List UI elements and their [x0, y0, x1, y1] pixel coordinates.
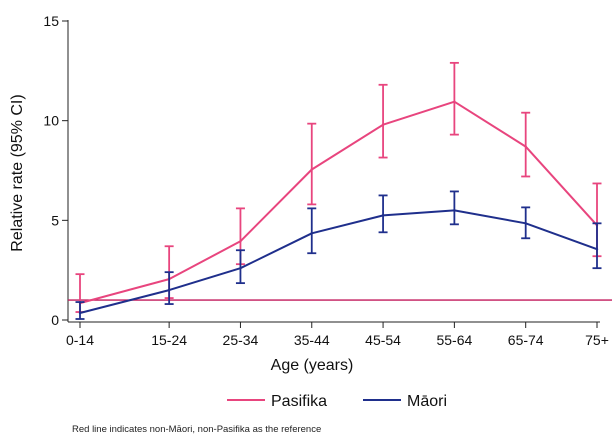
data-point — [310, 168, 313, 171]
data-point — [524, 222, 527, 225]
legend: Pasifika Māori — [227, 393, 447, 410]
legend-label-pasifika: Pasifika — [271, 393, 327, 410]
data-point — [167, 288, 171, 292]
y-tick-label: 15 — [43, 13, 59, 29]
data-point — [78, 311, 82, 315]
legend-label-mori: Māori — [407, 393, 447, 410]
x-tick-label: 45-54 — [365, 332, 401, 348]
data-point — [453, 100, 456, 103]
data-point — [453, 209, 456, 212]
data-point — [381, 123, 385, 126]
y-tick-label: 5 — [51, 212, 59, 228]
y-tick-label: 0 — [51, 312, 59, 328]
x-tick-label: 65-74 — [508, 332, 544, 348]
data-point — [239, 266, 242, 270]
data-point — [524, 145, 527, 148]
y-tick-label: 10 — [43, 113, 59, 129]
axes: 0 5 10 15 0-14 15-24 25-34 35-44 45-54 55-64 65-74… — [43, 13, 608, 348]
series-line-pasifika — [79, 100, 598, 305]
x-tick-label: 55-64 — [436, 332, 472, 348]
series-pasifika — [75, 61, 602, 313]
x-tick-label: 35-44 — [294, 332, 330, 348]
footnote: Red line indicates non-Māori, non-Pasifi… — [72, 424, 322, 435]
x-tick-label: 15-24 — [151, 332, 187, 348]
x-tick-label: 25-34 — [223, 332, 259, 348]
series-mori — [75, 190, 602, 320]
data-point — [310, 232, 313, 235]
series-layer — [75, 61, 602, 320]
data-point — [239, 240, 242, 243]
x-tick-label: 0-14 — [66, 332, 94, 348]
data-point — [595, 248, 599, 251]
series-line-mori — [79, 209, 598, 314]
x-axis-title: Age (years) — [271, 357, 354, 374]
data-point — [381, 214, 385, 217]
y-axis-title: Relative rate (95% CI) — [9, 94, 26, 251]
x-tick-label: 75+ — [585, 332, 609, 348]
